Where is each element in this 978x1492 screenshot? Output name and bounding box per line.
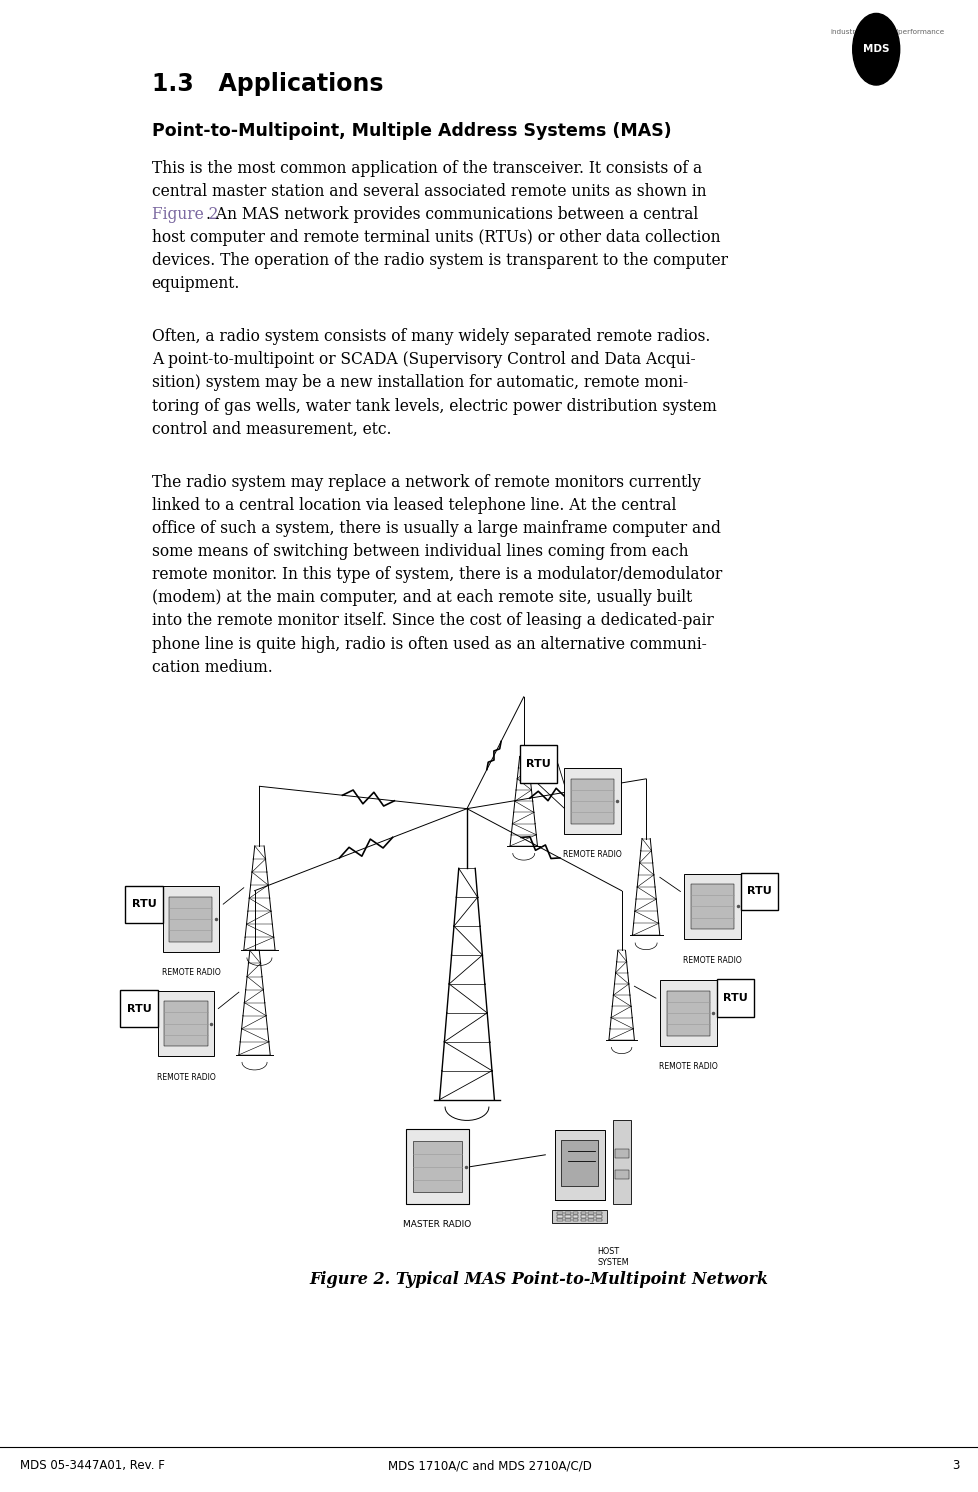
Text: A point-to-multipoint or SCADA (Supervisory Control and Data Acqui-: A point-to-multipoint or SCADA (Supervis… <box>152 351 694 369</box>
FancyBboxPatch shape <box>588 1214 594 1217</box>
FancyBboxPatch shape <box>564 1219 570 1220</box>
Text: host computer and remote terminal units (RTUs) or other data collection: host computer and remote terminal units … <box>152 228 720 246</box>
Text: 3: 3 <box>951 1459 958 1473</box>
FancyBboxPatch shape <box>716 979 753 1016</box>
Text: REMOTE RADIO: REMOTE RADIO <box>683 955 741 965</box>
FancyBboxPatch shape <box>596 1219 601 1220</box>
Text: This is the most common application of the transceiver. It consists of a: This is the most common application of t… <box>152 160 701 176</box>
Text: 1.3   Applications: 1.3 Applications <box>152 72 382 95</box>
FancyBboxPatch shape <box>572 1214 578 1217</box>
Text: RTU: RTU <box>525 759 551 768</box>
Text: RTU: RTU <box>746 886 772 897</box>
Text: remote monitor. In this type of system, there is a modulator/demodulator: remote monitor. In this type of system, … <box>152 565 721 583</box>
FancyBboxPatch shape <box>740 873 778 910</box>
FancyBboxPatch shape <box>666 991 709 1035</box>
Text: office of such a system, there is usually a large mainframe computer and: office of such a system, there is usuall… <box>152 519 720 537</box>
Text: The radio system may replace a network of remote monitors currently: The radio system may replace a network o… <box>152 473 700 491</box>
Text: RTU: RTU <box>131 900 156 909</box>
Text: Figure 2: Figure 2 <box>152 206 218 222</box>
Text: MDS 05-3447A01, Rev. F: MDS 05-3447A01, Rev. F <box>20 1459 164 1473</box>
Text: MDS 1710A/C and MDS 2710A/C/D: MDS 1710A/C and MDS 2710A/C/D <box>387 1459 591 1473</box>
Text: central master station and several associated remote units as shown in: central master station and several assoc… <box>152 182 705 200</box>
FancyBboxPatch shape <box>580 1214 586 1217</box>
FancyBboxPatch shape <box>684 873 740 938</box>
Text: REMOTE RADIO: REMOTE RADIO <box>161 968 220 977</box>
FancyBboxPatch shape <box>413 1141 462 1192</box>
FancyBboxPatch shape <box>120 989 157 1026</box>
Text: Figure 2. Typical MAS Point-to-Multipoint Network: Figure 2. Typical MAS Point-to-Multipoin… <box>309 1271 767 1288</box>
FancyBboxPatch shape <box>612 1120 630 1204</box>
Text: MDS: MDS <box>862 45 889 54</box>
Text: some means of switching between individual lines coming from each: some means of switching between individu… <box>152 543 688 560</box>
FancyBboxPatch shape <box>556 1219 562 1220</box>
Text: Point-to-Multipoint, Multiple Address Systems (MAS): Point-to-Multipoint, Multiple Address Sy… <box>152 122 671 140</box>
FancyBboxPatch shape <box>588 1219 594 1220</box>
Text: control and measurement, etc.: control and measurement, etc. <box>152 421 391 437</box>
Text: sition) system may be a new installation for automatic, remote moni-: sition) system may be a new installation… <box>152 374 688 391</box>
Text: phone line is quite high, radio is often used as an alternative communi-: phone line is quite high, radio is often… <box>152 636 706 652</box>
Text: RTU: RTU <box>722 994 747 1003</box>
FancyBboxPatch shape <box>614 1170 628 1179</box>
Text: HOST
SYSTEM: HOST SYSTEM <box>597 1247 628 1267</box>
Text: into the remote monitor itself. Since the cost of leasing a dedicated-pair: into the remote monitor itself. Since th… <box>152 612 713 630</box>
Text: Often, a radio system consists of many widely separated remote radios.: Often, a radio system consists of many w… <box>152 328 709 345</box>
Text: MASTER RADIO: MASTER RADIO <box>403 1220 471 1229</box>
FancyBboxPatch shape <box>580 1219 586 1220</box>
Text: cation medium.: cation medium. <box>152 658 272 676</box>
Text: toring of gas wells, water tank levels, electric power distribution system: toring of gas wells, water tank levels, … <box>152 397 716 415</box>
FancyBboxPatch shape <box>564 1214 570 1217</box>
FancyBboxPatch shape <box>552 1210 606 1223</box>
FancyBboxPatch shape <box>405 1129 468 1204</box>
FancyBboxPatch shape <box>564 1212 570 1214</box>
Text: equipment.: equipment. <box>152 275 240 292</box>
FancyBboxPatch shape <box>572 1212 578 1214</box>
FancyBboxPatch shape <box>164 1001 207 1046</box>
FancyBboxPatch shape <box>519 745 556 782</box>
FancyBboxPatch shape <box>588 1212 594 1214</box>
FancyBboxPatch shape <box>596 1212 601 1214</box>
FancyBboxPatch shape <box>169 897 212 941</box>
FancyBboxPatch shape <box>570 779 613 824</box>
Text: linked to a central location via leased telephone line. At the central: linked to a central location via leased … <box>152 497 676 513</box>
Text: RTU: RTU <box>126 1004 152 1013</box>
FancyBboxPatch shape <box>556 1214 562 1217</box>
FancyBboxPatch shape <box>614 1149 628 1158</box>
FancyBboxPatch shape <box>690 883 734 930</box>
FancyBboxPatch shape <box>659 980 716 1046</box>
Text: . An MAS network provides communications between a central: . An MAS network provides communications… <box>206 206 697 222</box>
FancyBboxPatch shape <box>572 1219 578 1220</box>
FancyBboxPatch shape <box>556 1212 562 1214</box>
FancyBboxPatch shape <box>596 1214 601 1217</box>
Text: devices. The operation of the radio system is transparent to the computer: devices. The operation of the radio syst… <box>152 252 727 269</box>
Text: REMOTE RADIO: REMOTE RADIO <box>156 1073 215 1082</box>
FancyBboxPatch shape <box>125 885 162 922</box>
Text: REMOTE RADIO: REMOTE RADIO <box>562 850 621 859</box>
Text: industrial/wireless/performance: industrial/wireless/performance <box>829 28 944 36</box>
FancyBboxPatch shape <box>554 1129 604 1200</box>
Text: REMOTE RADIO: REMOTE RADIO <box>658 1062 717 1071</box>
Text: (modem) at the main computer, and at each remote site, usually built: (modem) at the main computer, and at eac… <box>152 589 691 606</box>
FancyBboxPatch shape <box>580 1212 586 1214</box>
FancyBboxPatch shape <box>560 1140 598 1186</box>
Circle shape <box>852 13 899 85</box>
FancyBboxPatch shape <box>162 886 219 952</box>
FancyBboxPatch shape <box>563 768 620 834</box>
FancyBboxPatch shape <box>157 991 214 1056</box>
